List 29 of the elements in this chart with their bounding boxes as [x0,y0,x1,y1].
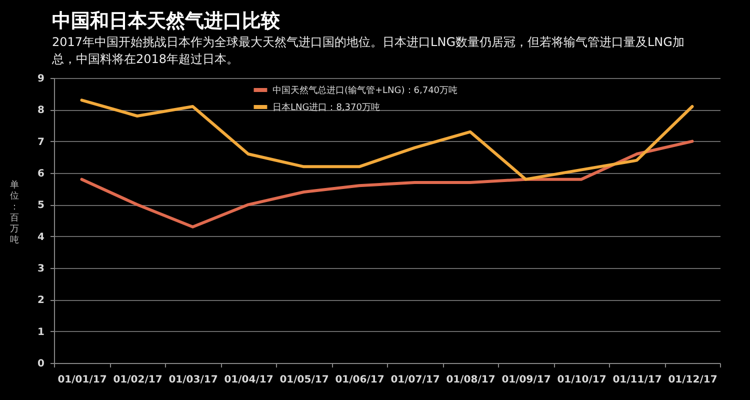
y-tick-label: 6 [38,168,45,180]
legend-label: 日本LNG进口：8,370万吨 [272,102,380,113]
y-tick-label: 3 [38,264,45,274]
y-tick-label: 4 [38,232,45,243]
x-tick-label: 01/12/17 [668,374,718,386]
y-tick-label: 2 [38,295,45,306]
x-tick-label: 01/06/17 [335,374,384,386]
chart-title: 中国和日本天然气进口比较 [52,10,281,32]
legend-label: 中国天然气总进口(输气管+LNG)：6,740万吨 [272,85,458,96]
y-tick-label: 7 [38,136,45,148]
x-tick-label: 01/02/17 [113,374,162,386]
chart-subtitle: 2017年中国开始挑战日本作为全球最大天然气进口国的地位。日本进口LNG数量仍居冠，但若将输气管进口量及LNG加总，中国料将在2018年超过日本。 [51,35,684,66]
x-tick-label: 01/11/17 [612,374,662,386]
x-tick-label: 01/08/17 [446,374,496,386]
x-tick-label: 01/04/17 [224,374,274,386]
x-tick-label: 01/07/17 [390,374,440,386]
line-series [80,98,694,181]
y-tick-label: 1 [38,326,45,338]
y-tick-label: 9 [38,74,45,84]
y-tick-label: 0 [38,358,45,370]
x-tick-label: 01/10/17 [557,374,606,386]
x-tick-label: 01/09/17 [502,374,551,386]
x-tick-label: 01/03/17 [168,374,218,386]
y-tick-label: 8 [38,105,45,116]
y-tick-label: 5 [38,200,45,212]
y-axis-title: 单位：百万吨 [10,180,19,246]
line-series [80,140,694,228]
x-tick-label: 01/01/17 [58,374,107,386]
x-tick-label: 01/05/17 [280,374,329,386]
